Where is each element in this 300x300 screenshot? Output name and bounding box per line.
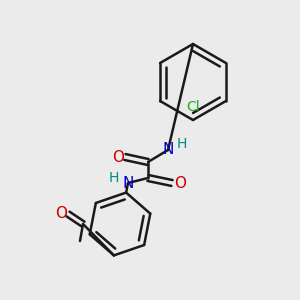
Text: O: O (112, 149, 124, 164)
Text: N: N (162, 142, 174, 158)
Text: N: N (122, 176, 134, 190)
Text: O: O (174, 176, 186, 190)
Text: Cl: Cl (186, 100, 200, 114)
Text: H: H (109, 171, 119, 185)
Text: O: O (55, 206, 67, 221)
Text: H: H (177, 137, 187, 151)
